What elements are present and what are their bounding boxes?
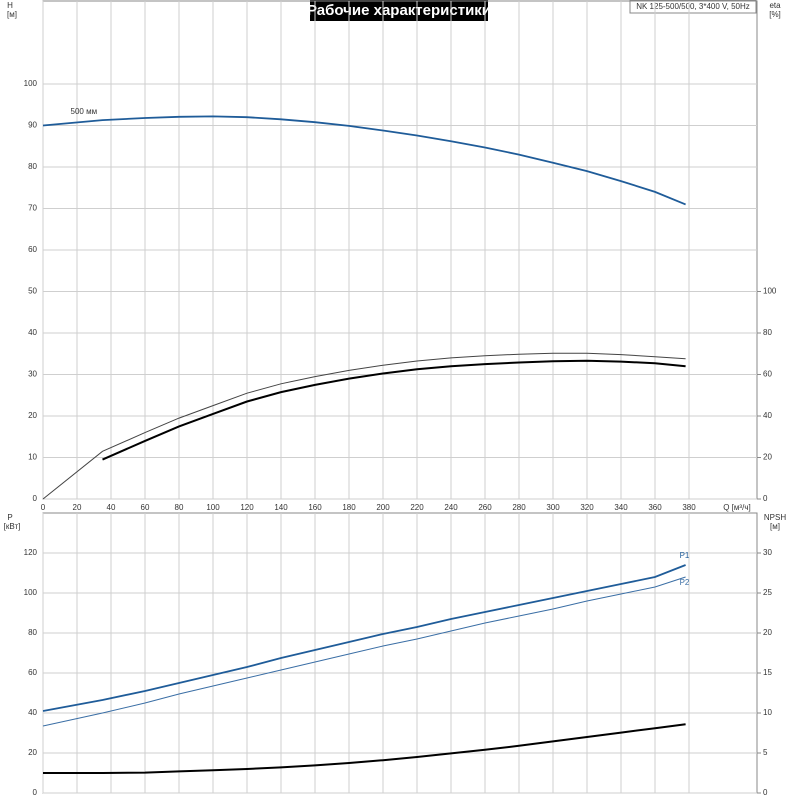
y-tick-label: 40 (28, 708, 37, 717)
x-tick-label: 200 (376, 503, 390, 512)
x-tick-label: 60 (141, 503, 150, 512)
y2-tick-label: 60 (763, 370, 772, 379)
x-tick-label: 160 (308, 503, 322, 512)
title: Рабочие характеристики (307, 2, 491, 19)
series-line (42, 564, 686, 712)
x-tick-label: 280 (512, 503, 526, 512)
x-tick-label: 380 (682, 503, 696, 512)
x-tick-label: 180 (342, 503, 356, 512)
series-label: P1 (680, 551, 690, 560)
y2-tick-label: 0 (763, 494, 768, 503)
x-tick-label: 320 (580, 503, 594, 512)
plot-frame (42, 512, 758, 794)
series-line (102, 359, 686, 461)
y-tick-label: 10 (28, 453, 37, 462)
y-tick-label: 60 (28, 245, 37, 254)
series-line (42, 576, 686, 727)
x-tick-label: 340 (614, 503, 628, 512)
y2-axis-unit: [%] (769, 10, 781, 19)
y-tick-label: 100 (24, 79, 38, 88)
y2-tick-label: 25 (763, 588, 772, 597)
y-axis-label: H (7, 1, 13, 10)
series-label: P2 (680, 578, 690, 587)
model-box (629, 0, 757, 14)
x-tick-label: 0 (41, 503, 46, 512)
y-tick-label: 0 (33, 788, 38, 797)
x-tick-label: 140 (274, 503, 288, 512)
x-tick-label: 80 (175, 503, 184, 512)
y-axis-unit: [м] (7, 10, 17, 19)
y2-tick-label: 15 (763, 668, 772, 677)
y-tick-label: 50 (28, 287, 37, 296)
y2-tick-label: 10 (763, 708, 772, 717)
y-tick-label: 90 (28, 121, 37, 130)
y2-axis-unit: [м] (770, 522, 780, 531)
x-tick-label: 260 (478, 503, 492, 512)
x-tick-label: 240 (444, 503, 458, 512)
x-tick-label: 300 (546, 503, 560, 512)
x-tick-label: 40 (107, 503, 116, 512)
series-line (42, 115, 686, 206)
x-tick-label: 100 (206, 503, 220, 512)
y-tick-label: 0 (33, 494, 38, 503)
y-tick-label: 70 (28, 204, 37, 213)
y-axis-label: P (7, 513, 12, 522)
y2-tick-label: 100 (763, 287, 777, 296)
y-tick-label: 80 (28, 162, 37, 171)
y-tick-label: 100 (24, 588, 38, 597)
y2-tick-label: 40 (763, 411, 772, 420)
x-axis-label: Q [м³/ч] (723, 503, 750, 512)
model: NK 125-500/500, 3*400 V, 50Hz (636, 2, 750, 11)
x-tick-label: 220 (410, 503, 424, 512)
y-axis-unit: [кВт] (4, 522, 21, 531)
series-label: 500 мм (71, 107, 98, 116)
y-tick-label: 20 (28, 748, 37, 757)
y-tick-label: 30 (28, 370, 37, 379)
series-line (42, 352, 686, 500)
x-tick-label: 120 (240, 503, 254, 512)
x-tick-label: 360 (648, 503, 662, 512)
y2-axis-label: eta (769, 1, 781, 10)
y-tick-label: 20 (28, 411, 37, 420)
title-box (310, 0, 488, 21)
y2-tick-label: 5 (763, 748, 768, 757)
series-line (43, 723, 686, 774)
y-tick-label: 60 (28, 668, 37, 677)
y2-tick-label: 0 (763, 788, 768, 797)
y2-tick-label: 20 (763, 453, 772, 462)
y2-axis-label: NPSH (764, 513, 786, 522)
y2-tick-label: 20 (763, 628, 772, 637)
y2-tick-label: 30 (763, 548, 772, 557)
y-tick-label: 80 (28, 628, 37, 637)
y2-tick-label: 80 (763, 328, 772, 337)
y-tick-label: 40 (28, 328, 37, 337)
x-tick-label: 20 (73, 503, 82, 512)
y-tick-label: 120 (24, 548, 38, 557)
